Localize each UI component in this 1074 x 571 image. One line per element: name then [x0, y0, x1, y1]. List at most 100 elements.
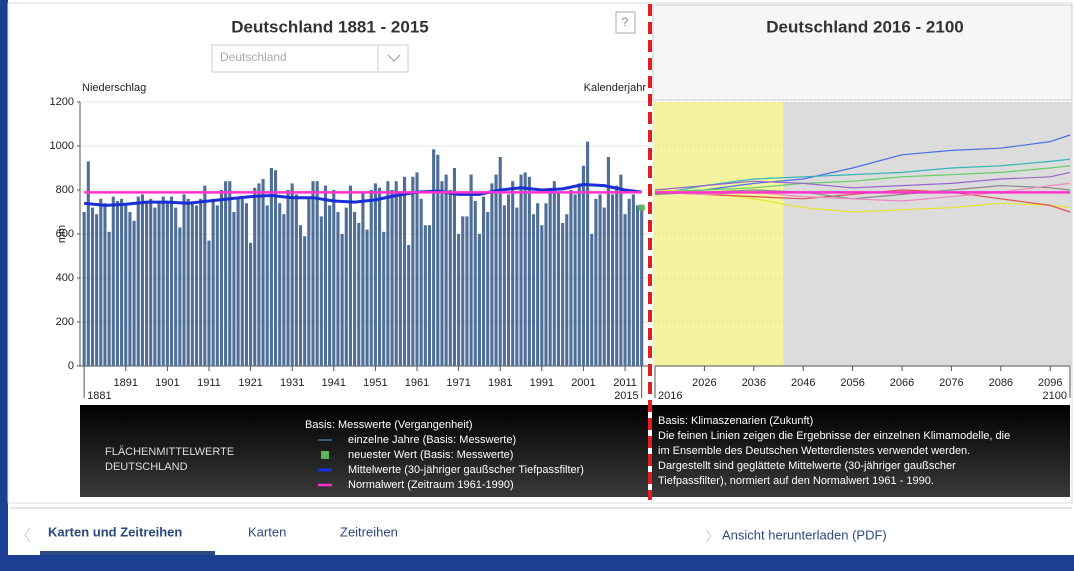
y-tick-label: 1200	[50, 96, 74, 108]
bar	[328, 205, 332, 366]
bar	[378, 187, 382, 366]
bar	[573, 194, 577, 366]
bar	[610, 194, 615, 366]
bar	[411, 176, 415, 366]
bar	[448, 190, 452, 366]
bar	[506, 194, 511, 366]
bar	[544, 203, 548, 366]
tab[interactable]: Zeitreihen	[340, 524, 398, 539]
dropdown[interactable]	[211, 44, 409, 73]
bar	[224, 181, 228, 366]
bar	[569, 190, 573, 366]
bar	[361, 192, 365, 366]
tab[interactable]: Karten und Zeitreihen	[48, 524, 182, 539]
active-tab-underline	[40, 551, 215, 555]
bar	[502, 205, 506, 366]
line	[654, 134, 1071, 193]
tab[interactable]: Karten	[248, 524, 286, 539]
download-icon[interactable]	[705, 529, 712, 543]
x-tick-label: 1891	[114, 377, 138, 389]
line	[654, 158, 1071, 195]
bar	[531, 214, 536, 366]
y-tick-label: 0	[68, 360, 74, 372]
bar	[303, 236, 307, 366]
left-title: Deutschland 1881 - 2015	[231, 17, 428, 36]
bar	[640, 207, 644, 366]
y-tick-label: 400	[56, 272, 74, 284]
x-tick-label: 1901	[155, 377, 179, 389]
bar	[394, 181, 398, 366]
bar	[469, 174, 473, 366]
bar	[236, 196, 240, 366]
bar	[244, 203, 248, 366]
bar	[278, 203, 282, 366]
help-label[interactable]: ?	[622, 15, 629, 29]
download-link[interactable]: Ansicht herunterladen (PDF)	[722, 527, 887, 542]
bar	[294, 194, 298, 366]
bar	[490, 183, 494, 366]
bar	[407, 245, 411, 366]
bar	[169, 196, 174, 366]
x-tick-label: 1981	[488, 377, 512, 389]
bar	[353, 212, 357, 366]
legend-label: neuester Wert (Basis: Messwerte)	[348, 449, 513, 461]
x-tick-label: 2086	[989, 377, 1013, 389]
bar	[124, 205, 128, 366]
range-label: 2016	[658, 390, 682, 402]
bar	[602, 207, 606, 366]
line	[654, 165, 1071, 193]
bar	[536, 203, 540, 366]
x-tick-label: 1951	[363, 377, 387, 389]
dropdown-chevron[interactable]	[387, 54, 401, 62]
bar	[290, 183, 294, 366]
bar	[436, 154, 440, 366]
bar	[523, 172, 527, 366]
bar	[615, 185, 619, 366]
bar	[115, 201, 120, 366]
bar	[635, 205, 640, 366]
bar	[565, 214, 569, 366]
dropdown-value[interactable]: Deutschland	[220, 50, 287, 64]
help-button[interactable]	[615, 11, 636, 34]
bar	[186, 198, 190, 366]
bar	[145, 201, 149, 366]
bar	[382, 231, 386, 366]
bar	[203, 185, 207, 366]
bar	[340, 234, 344, 366]
bar	[598, 194, 602, 366]
bar	[265, 205, 269, 366]
note-line: im Ensemble des Deutschen Wetterdienstes…	[658, 445, 970, 457]
tab-prev[interactable]	[24, 527, 31, 543]
legend-label: Mittelwerte (30-jähriger gaußscher Tiefp…	[348, 464, 584, 476]
x-tick-label: 1931	[280, 377, 304, 389]
bar	[273, 170, 278, 366]
bar	[423, 225, 427, 366]
bar	[178, 227, 182, 366]
bar	[561, 223, 565, 366]
bar	[211, 198, 215, 366]
y-label-top: Niederschlag	[82, 82, 146, 94]
bar	[619, 174, 623, 366]
bar	[140, 194, 144, 366]
y-axis-label: mm	[56, 225, 68, 243]
legend-box	[80, 405, 648, 497]
region-label: FLÄCHENMITTELWERTE	[105, 446, 234, 458]
bar	[165, 203, 169, 366]
x-tick-label: 2046	[791, 377, 815, 389]
bar	[477, 234, 481, 366]
bar	[315, 181, 319, 366]
bar	[540, 225, 544, 366]
y-tick-label: 200	[56, 316, 74, 328]
left-border	[0, 0, 8, 571]
bar	[194, 205, 199, 366]
bar	[128, 212, 132, 366]
bar	[556, 192, 561, 366]
bar	[402, 176, 407, 366]
x-tick-label: 2011	[613, 377, 637, 389]
bar	[344, 207, 348, 366]
bar	[136, 196, 140, 366]
right-title: Deutschland 2016 - 2100	[766, 17, 963, 36]
x-tick-label: 2036	[742, 377, 766, 389]
note-line: Tiefpassfilter), normiert auf den Normal…	[658, 475, 934, 487]
